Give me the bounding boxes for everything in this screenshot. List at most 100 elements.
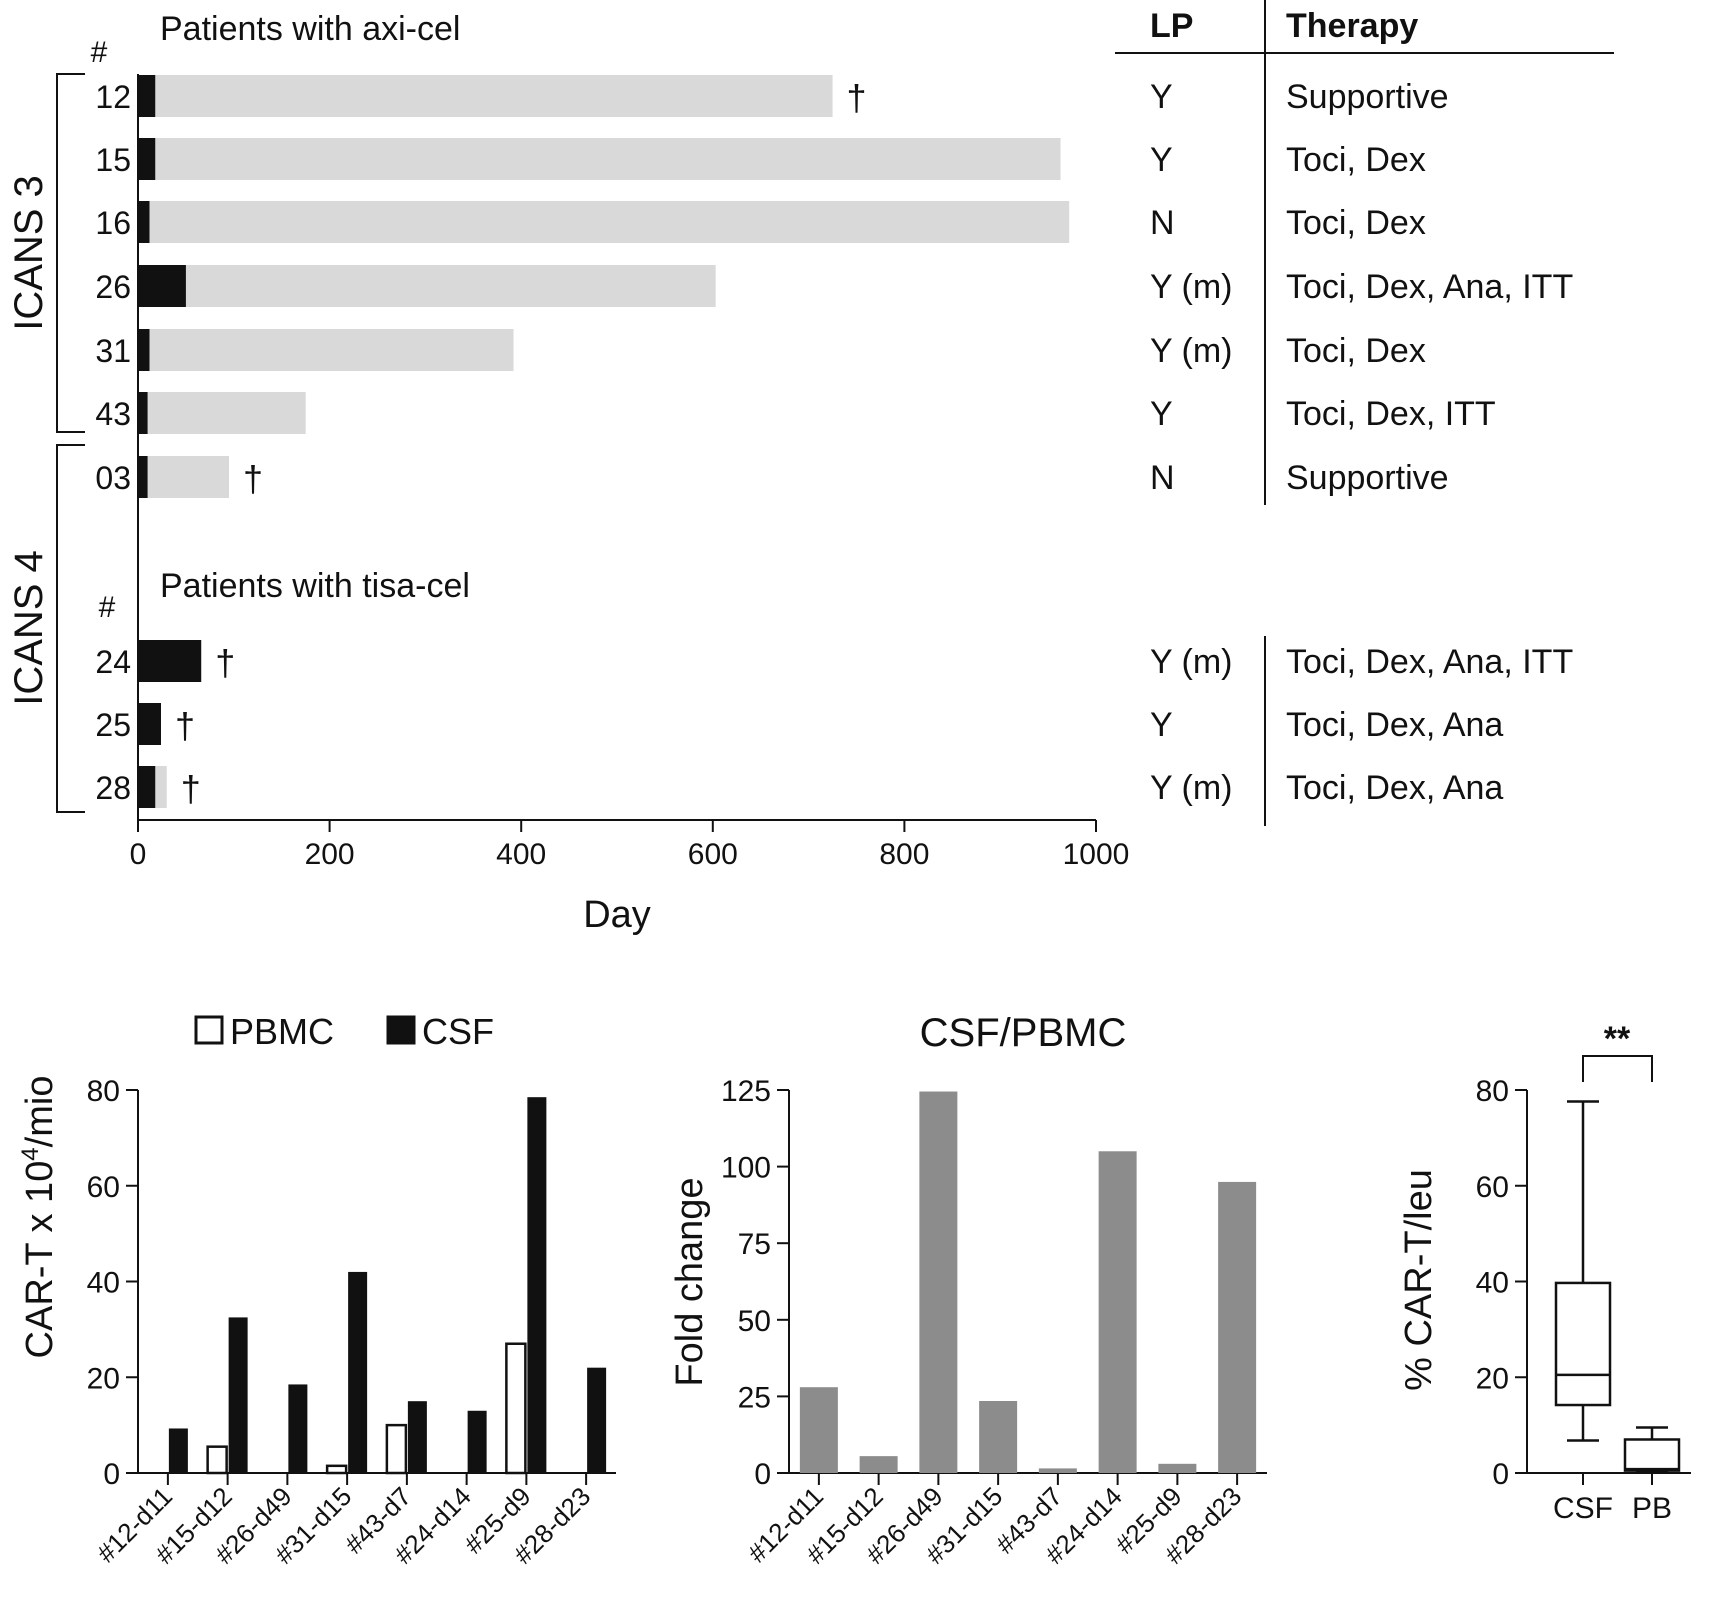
fold-change-bar [1218,1181,1257,1473]
csf-bar [348,1271,368,1473]
boxplot-chart: % CAR-T/leu 0 20 40 60 80 CSF PB ** [1398,1020,1691,1525]
swimmer-plot: Patients with axi-cel # Patients with ti… [7,0,1614,936]
hospital-bar-12 [138,75,156,117]
swimmer-x-ticks: 0 200 400 600 800 1000 [130,820,1129,871]
group-label-icans4: ICANS 4 [7,550,51,706]
csf-bar [168,1428,188,1473]
chartB-y-tick-label: 60 [87,1171,120,1204]
lp-cell-25: Y [1150,706,1173,744]
lp-cell-43: Y [1150,395,1173,433]
csf-bar [228,1317,248,1473]
patient-id-16: 16 [95,205,131,241]
death-marker-24: † [215,642,235,683]
lp-cell-26: Y (m) [1150,268,1232,306]
therapy-cell-12: Supportive [1286,78,1449,116]
survival-bar-26 [138,265,716,307]
csf-bar [527,1097,547,1473]
chartC-title: CSF/PBMC [920,1011,1127,1055]
survival-bar-16 [138,201,1070,243]
therapy-cell-26: Toci, Dex, Ana, ITT [1286,268,1573,306]
fold-change-bar [859,1456,898,1473]
chartD-y-tick-label: 20 [1476,1362,1509,1395]
chartB-bars [168,1097,607,1475]
therapy-cell-16: Toci, Dex [1286,204,1426,242]
swimmer-x-tick-label: 0 [130,838,147,871]
chartD-y-tick-label: 80 [1476,1075,1509,1108]
table-header-therapy: Therapy [1286,7,1418,45]
swimmer-x-tick-label: 600 [688,838,738,871]
hospital-bar-28 [138,766,156,808]
chartB-y-tick-label: 20 [87,1362,120,1395]
hospital-bar-31 [138,329,150,371]
chartD-x-tick-label: CSF [1553,1492,1613,1525]
therapy-cell-28: Toci, Dex, Ana [1286,769,1503,807]
chartB-y-label: CAR-T x 104/mio [17,1076,61,1359]
therapy-cell-03: Supportive [1286,459,1449,497]
chartC-y-label: Fold change [669,1177,711,1386]
lp-cell-28: Y (m) [1150,769,1232,807]
swimmer-bars: 12 † 15 16 26 31 43 03 † 24 † 25 † 28 † [95,75,1070,809]
survival-bar-43 [138,392,306,434]
chartD-y-ticks: 0 20 40 60 80 [1476,1075,1527,1491]
death-marker-12: † [847,77,867,118]
csf-bar [288,1384,308,1473]
chartC-y-tick-label: 25 [738,1381,771,1414]
hospital-bar-03 [138,456,148,498]
lp-cell-15: Y [1150,141,1173,179]
lp-cell-12: Y [1150,78,1173,116]
therapy-cell-43: Toci, Dex, ITT [1286,395,1496,433]
death-marker-28: † [181,768,201,809]
death-marker-25: † [175,705,195,746]
chartB-y-tick-label: 40 [87,1267,120,1300]
chartC-y-tick-label: 125 [721,1075,771,1108]
csf-bar [587,1367,607,1473]
chartC-x-ticks: #12-d11#15-d12#26-d49#31-d15#43-d7#24-d1… [742,1473,1247,1570]
fold-change-bar [799,1387,838,1473]
swimmer-x-tick-label: 200 [305,838,355,871]
group-label-icans3: ICANS 3 [7,175,51,331]
patient-id-31: 31 [95,333,131,369]
therapy-cell-31: Toci, Dex [1286,332,1426,370]
death-marker-03: † [243,458,263,499]
lp-cell-31: Y (m) [1150,332,1232,370]
patient-id-24: 24 [95,644,131,680]
lp-cell-16: N [1150,204,1175,242]
csf-bar [467,1410,487,1473]
bracket-icans4 [56,444,85,813]
swimmer-x-label: Day [583,894,651,936]
box-iqr [1623,1438,1681,1472]
hospital-bar-25 [138,703,161,745]
patient-id-12: 12 [95,79,131,115]
therapy-table: Y Supportive Y Toci, Dex N Toci, Dex Y (m) Toci… [1150,78,1573,807]
hospital-bar-15 [138,138,156,180]
pbmc-bar [325,1464,348,1475]
survival-bar-03 [138,456,230,498]
therapy-cell-15: Toci, Dex [1286,141,1426,179]
chartD-y-tick-label: 60 [1476,1171,1509,1204]
swimmer-x-tick-label: 800 [879,838,929,871]
chartC-y-ticks: 0 25 50 75 100 125 [721,1075,789,1491]
chartD-x-tick-label: PB [1632,1492,1672,1525]
lp-cell-24: Y (m) [1150,643,1232,681]
patient-id-28: 28 [95,770,131,806]
therapy-cell-24: Toci, Dex, Ana, ITT [1286,643,1573,681]
legend-swatch-csf [386,1015,416,1045]
legend-label-pbmc: PBMC [230,1011,334,1052]
bracket-icans3 [56,73,85,433]
fold-change-chart: CSF/PBMC Fold change 0 25 50 75 100 125 #12-d… [669,1011,1267,1570]
fold-change-bar [979,1400,1018,1473]
fold-change-bar [1038,1468,1077,1473]
legend-swatch-pbmc [194,1015,224,1045]
hospital-bar-24 [138,640,202,682]
chartD-boxes: CSF PB [1553,1100,1681,1525]
patient-id-43: 43 [95,396,131,432]
lp-cell-03: N [1150,459,1175,497]
chartB-y-ticks: 0 20 40 60 80 [87,1075,138,1491]
box-iqr [1554,1281,1612,1407]
chartB-x-ticks: #12-d11#15-d12#26-d49#31-d15#43-d7#24-d1… [91,1473,596,1570]
chartB-y-label-main: CAR-T x 10 [19,1161,61,1359]
chartD-y-tick-label: 40 [1476,1267,1509,1300]
hospital-bar-16 [138,201,150,243]
significance-label: ** [1604,1020,1631,1058]
chartC-y-tick-label: 50 [738,1305,771,1338]
